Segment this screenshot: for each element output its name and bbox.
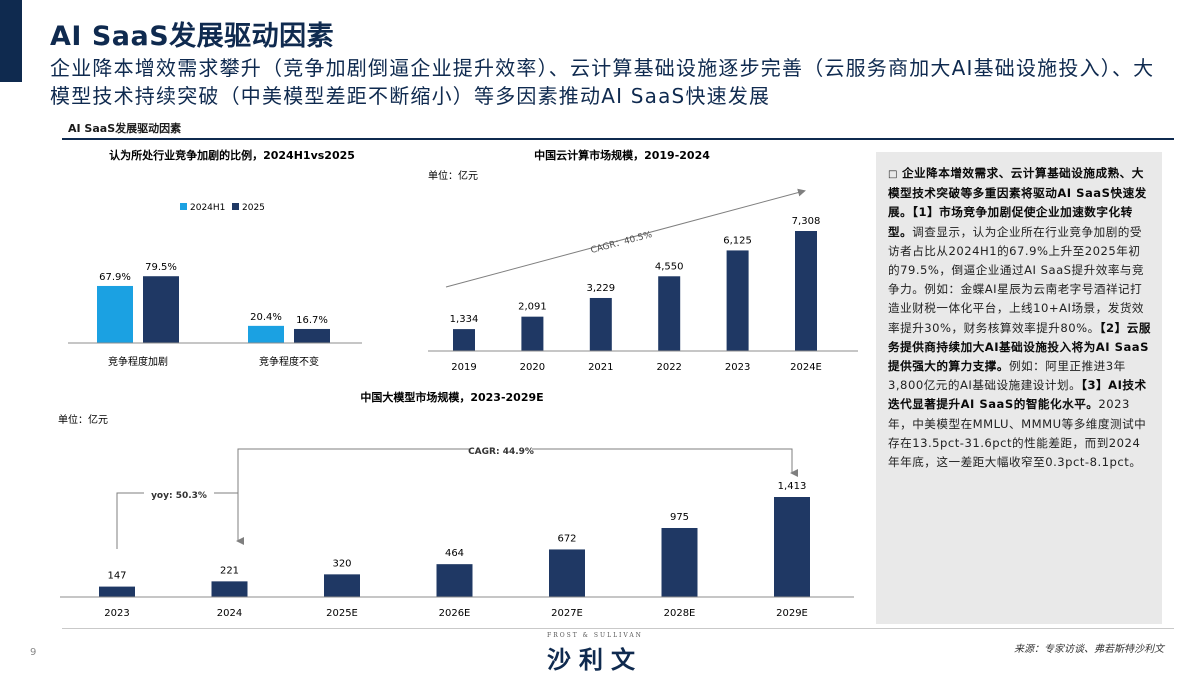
cagr-bracket bbox=[237, 448, 798, 537]
insight-body-2: 例如：阿里正推进3年3,800亿元的AI基础设施建设计划。 bbox=[888, 359, 1126, 393]
page-subtitle: 企业降本增效需求攀升（竞争加剧倒逼企业提升效率）、云计算基础设施逐步完善（云服务… bbox=[50, 56, 1155, 108]
bar-2025 bbox=[294, 328, 330, 343]
x-tick-label: 2023 bbox=[725, 362, 750, 373]
x-tick-label: 2028E bbox=[664, 608, 696, 619]
logo-chinese: 沙利文 bbox=[547, 646, 643, 674]
hollow-square-bullet-icon: □ bbox=[888, 169, 898, 180]
frost-sullivan-logo: FROST & SULLIVAN 沙利文 bbox=[520, 632, 670, 675]
insight-heading-1: 市场竞争加剧促使企业加速数字化转型。 bbox=[888, 205, 1133, 239]
chart1-category-label: 竞争程度不变 bbox=[259, 355, 319, 368]
yoy-bracket bbox=[116, 492, 244, 549]
logo-english: FROST & SULLIVAN bbox=[547, 632, 643, 639]
bar-llm-market bbox=[549, 549, 585, 597]
bar-value-label: 320 bbox=[332, 558, 351, 569]
chart2-title: 中国云计算市场规模，2019-2024 bbox=[534, 148, 710, 162]
bar-cloud-market bbox=[589, 297, 612, 351]
bar-value-label: 672 bbox=[557, 533, 576, 544]
insight-text: □ 企业降本增效需求、云计算基础设施成熟、大模型技术突破等多重因素将驱动AI Sa… bbox=[888, 164, 1152, 472]
cagr-trend-arrow bbox=[445, 188, 806, 288]
x-tick-label: 2026E bbox=[439, 608, 471, 619]
chart3-unit: 单位：亿元 bbox=[58, 413, 108, 426]
bar-value-label: 975 bbox=[670, 512, 689, 523]
insight-heading-3: AI技术迭代显著提升AI SaaS的智能化水平。 bbox=[888, 378, 1147, 412]
bar-llm-market bbox=[211, 581, 248, 597]
page-title: AI SaaS发展驱动因素 bbox=[50, 21, 335, 52]
bar-llm-market bbox=[436, 564, 473, 597]
bar-value-label: 20.4% bbox=[250, 312, 282, 323]
chart1-category-label: 竞争程度加剧 bbox=[108, 355, 168, 368]
bar-llm-market bbox=[99, 586, 135, 597]
bar-value-label: 3,229 bbox=[586, 283, 615, 294]
x-tick-label: 2019 bbox=[451, 362, 476, 373]
bar-value-label: 67.9% bbox=[99, 272, 131, 283]
bar-value-label: 79.5% bbox=[145, 262, 177, 273]
yoy-label-bg bbox=[144, 488, 214, 500]
x-tick-label: 2024E bbox=[790, 362, 822, 373]
insight-body-3: 2023年，中美模型在MMLU、MMMU等多维度测试中存在13.5pct-31.… bbox=[888, 397, 1147, 470]
bar-value-label: 1,334 bbox=[450, 314, 479, 325]
chart2-unit: 单位：亿元 bbox=[428, 169, 478, 182]
bar-cloud-market bbox=[795, 231, 817, 351]
chart1-title: 认为所处行业竞争加剧的比例，2024H1vs2025 bbox=[109, 148, 355, 162]
bar-llm-market bbox=[774, 497, 810, 597]
x-tick-label: 2025E bbox=[326, 608, 358, 619]
competition-ratio-chart: 认为所处行业竞争加剧的比例，2024H1vs2025 2024H1 2025 6… bbox=[68, 148, 362, 368]
legend-label-2025: 2025 bbox=[242, 203, 265, 213]
bar-value-label: 6,125 bbox=[723, 235, 752, 246]
bar-value-label: 1,413 bbox=[778, 481, 807, 492]
x-tick-label: 2024 bbox=[217, 608, 242, 619]
bar-2024h1 bbox=[97, 285, 133, 343]
footer-divider bbox=[62, 628, 1174, 629]
cagr-label-bg bbox=[470, 444, 532, 456]
page-number: 9 bbox=[30, 647, 37, 658]
source-note: 来源：专家访谈、弗若斯特沙利文 bbox=[1014, 644, 1164, 655]
bar-2025 bbox=[143, 276, 179, 343]
bar-value-label: 7,308 bbox=[792, 216, 821, 227]
bar-value-label: 2,091 bbox=[518, 302, 547, 313]
bar-value-label: 221 bbox=[220, 565, 239, 576]
legend-swatch-2025 bbox=[232, 203, 239, 210]
bar-cloud-market bbox=[521, 316, 544, 351]
bar-cloud-market bbox=[453, 329, 475, 351]
section-label: AI SaaS发展驱动因素 bbox=[68, 122, 182, 135]
legend-label-2024h1: 2024H1 bbox=[190, 203, 225, 213]
x-tick-label: 2023 bbox=[104, 608, 129, 619]
bar-llm-market bbox=[661, 527, 698, 597]
insight-heading-2: 云服务提供商持续加大AI基础设施投入将为AI SaaS提供强大的算力支撑。 bbox=[888, 320, 1151, 374]
title-accent-bar bbox=[0, 0, 22, 82]
bar-cloud-market bbox=[658, 276, 681, 351]
cloud-market-chart: 中国云计算市场规模，2019-2024 单位：亿元 CAGR：40.5% 1,3… bbox=[428, 148, 858, 373]
insight-tag-2: 【2】 bbox=[1099, 320, 1127, 335]
insight-body-1: 调查显示，认为企业所在行业竞争加剧的受访者占比从2024H1的67.9%上升至2… bbox=[888, 224, 1145, 335]
x-tick-label: 2021 bbox=[588, 362, 613, 373]
chart3-title: 中国大模型市场规模，2023-2029E bbox=[360, 390, 543, 404]
section-divider bbox=[62, 138, 1174, 140]
x-tick-label: 2029E bbox=[776, 608, 808, 619]
insight-panel: □ 企业降本增效需求、云计算基础设施成熟、大模型技术突破等多重因素将驱动AI Sa… bbox=[876, 152, 1162, 624]
bar-cloud-market bbox=[726, 250, 749, 351]
insight-tag-1: 【1】 bbox=[912, 205, 940, 220]
legend-swatch-2024h1 bbox=[180, 203, 187, 210]
insight-summary: 企业降本增效需求、云计算基础设施成熟、大模型技术突破等多重因素将驱动AI Saa… bbox=[888, 166, 1147, 220]
bar-2024h1 bbox=[248, 325, 284, 343]
insight-tag-3: 【3】 bbox=[1081, 378, 1109, 393]
bar-value-label: 464 bbox=[445, 548, 464, 559]
cagr-annotation: CAGR：40.5% bbox=[590, 230, 654, 256]
bar-value-label: 147 bbox=[107, 571, 126, 582]
bar-llm-market bbox=[324, 574, 360, 597]
llm-market-chart: 中国大模型市场规模，2023-2029E 单位：亿元 CAGR: 44.9% y… bbox=[58, 390, 854, 619]
bar-value-label: 4,550 bbox=[655, 261, 684, 272]
yoy-annotation: yoy: 50.3% bbox=[151, 491, 207, 501]
bar-value-label: 16.7% bbox=[296, 315, 328, 326]
cagr-annotation: CAGR: 44.9% bbox=[468, 447, 534, 457]
x-tick-label: 2027E bbox=[551, 608, 583, 619]
x-tick-label: 2022 bbox=[656, 362, 681, 373]
x-tick-label: 2020 bbox=[520, 362, 545, 373]
